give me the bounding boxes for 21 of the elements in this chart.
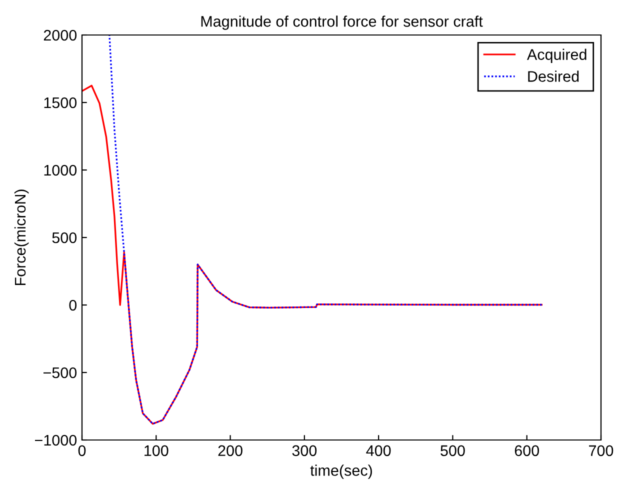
y-tick-label: 1000	[44, 164, 77, 176]
y-axis-title: Force(microN)	[14, 190, 29, 286]
x-tick-label: 500	[440, 445, 465, 456]
y-tick-label: −500	[43, 367, 77, 378]
y-tick-label: 500	[52, 232, 77, 244]
x-tick-label: 400	[366, 445, 391, 456]
x-tick-label: 200	[218, 445, 242, 456]
legend-label: Desired	[528, 70, 579, 82]
x-tick-label: 0	[78, 445, 86, 456]
line-series	[82, 84, 543, 425]
y-tick-label: 0	[69, 300, 77, 311]
chart-title: Magnitude of control force for sensor craft	[201, 16, 483, 30]
x-axis-title: time(sec)	[310, 464, 372, 479]
y-tick-label: −1000	[34, 434, 77, 446]
x-tick-label: 700	[589, 445, 614, 456]
legend-label: Acquired	[526, 48, 586, 63]
x-tick-label: 600	[514, 445, 540, 456]
x-tick-label: 100	[144, 445, 168, 456]
x-tick-label: 300	[292, 445, 317, 456]
y-tick-label: 2000	[44, 30, 77, 41]
y-tick-label: 1500	[44, 97, 77, 108]
